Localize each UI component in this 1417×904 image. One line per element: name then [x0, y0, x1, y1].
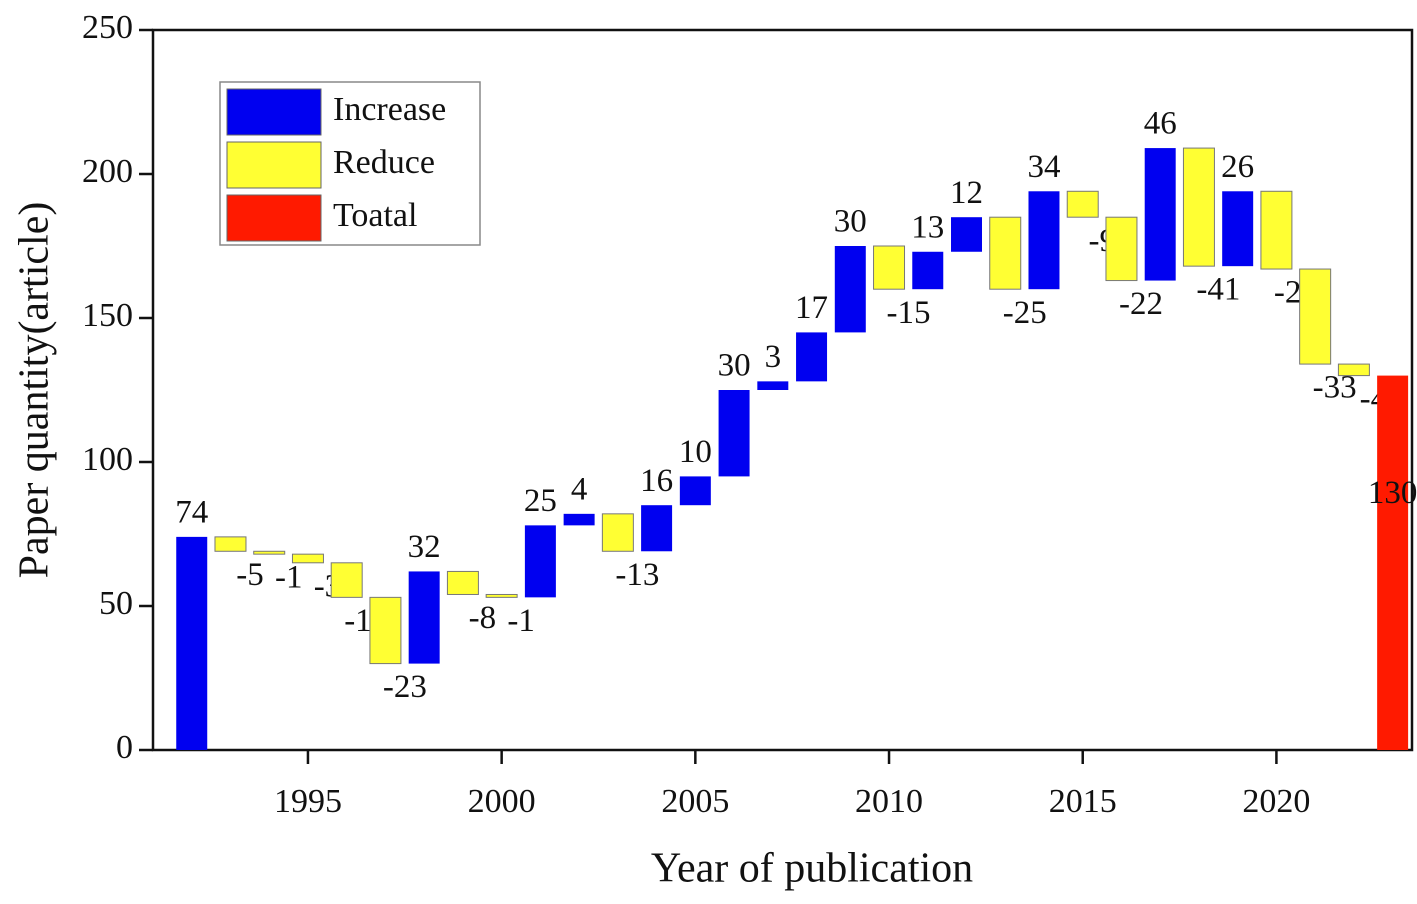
- bar: [601, 513, 634, 552]
- bar: [1299, 268, 1332, 365]
- value-label: 74: [175, 494, 208, 530]
- value-label: -8: [469, 600, 497, 636]
- value-label: -23: [383, 669, 427, 705]
- bar: [873, 245, 906, 290]
- bar: [718, 390, 750, 477]
- y-tick-label: 250: [82, 9, 133, 46]
- value-label: 130: [1368, 475, 1417, 511]
- plot-frame: [151, 28, 1414, 752]
- bar: [1105, 216, 1138, 282]
- bar: [1337, 363, 1370, 377]
- value-label: -13: [615, 557, 659, 593]
- bar: [1182, 147, 1215, 267]
- y-tick-label: 150: [82, 297, 133, 334]
- y-tick-label: 200: [82, 153, 133, 190]
- value-label: 30: [834, 204, 867, 240]
- bar: [1144, 148, 1176, 281]
- bar: [176, 536, 208, 750]
- value-label: 30: [718, 348, 751, 384]
- x-tick-label: 2015: [1049, 783, 1117, 820]
- bar: [912, 251, 944, 290]
- value-label: -41: [1196, 272, 1240, 308]
- value-label: 26: [1221, 149, 1254, 185]
- bar: [1222, 191, 1254, 267]
- legend-swatch: [226, 141, 322, 189]
- legend-swatch: [226, 194, 322, 242]
- value-label: -15: [887, 295, 931, 331]
- value-label: 13: [911, 209, 944, 245]
- bar: [796, 332, 828, 382]
- value-label: 34: [1027, 149, 1060, 185]
- value-label: -5: [236, 557, 264, 593]
- bar: [641, 505, 673, 552]
- y-tick-label: 0: [116, 729, 133, 766]
- value-label: 16: [640, 463, 673, 499]
- bar: [485, 593, 518, 598]
- x-tick-label: 2010: [855, 783, 923, 820]
- x-tick-label: 1995: [274, 783, 342, 820]
- value-label: 25: [524, 483, 557, 519]
- bar: [1066, 190, 1099, 218]
- bar: [214, 536, 247, 552]
- bar: [291, 553, 324, 564]
- legend: Increase Reduce Toatal: [219, 81, 481, 246]
- total-bar: [1377, 375, 1409, 750]
- bar: [757, 381, 789, 390]
- y-tick-label: 100: [82, 441, 133, 478]
- value-label: 4: [571, 471, 588, 507]
- bar: [524, 525, 556, 598]
- value-label: 17: [795, 290, 828, 326]
- x-tick-label: 2005: [661, 783, 729, 820]
- y-tick-label: 50: [99, 585, 133, 622]
- legend-label: Reduce: [333, 144, 435, 181]
- x-tick-label: 2020: [1242, 783, 1310, 820]
- legend-swatch: [226, 88, 322, 136]
- bar: [1028, 191, 1060, 290]
- bar: [834, 246, 866, 333]
- bar: [369, 596, 402, 665]
- y-axis-title: Paper quantity(article): [12, 202, 58, 579]
- value-label: -1: [275, 560, 303, 596]
- legend-label: Toatal: [333, 197, 417, 234]
- bar: [951, 217, 983, 252]
- x-tick-label: 2000: [468, 783, 536, 820]
- bar: [679, 476, 711, 506]
- value-label: -25: [1003, 295, 1047, 331]
- value-label: 3: [765, 339, 782, 375]
- value-label: -22: [1119, 286, 1163, 322]
- value-label: 46: [1144, 106, 1177, 142]
- value-label: 32: [408, 529, 441, 565]
- bar: [253, 550, 286, 555]
- bar: [1260, 190, 1293, 270]
- bar: [446, 570, 479, 595]
- legend-label: Increase: [333, 91, 446, 128]
- value-label: -1: [507, 603, 535, 639]
- bar: [563, 513, 595, 526]
- x-axis-title: Year of publication: [651, 846, 973, 892]
- bar: [330, 562, 363, 598]
- value-label: 10: [679, 434, 712, 470]
- bar: [989, 216, 1022, 290]
- value-label: 12: [950, 175, 983, 211]
- bar: [408, 571, 440, 664]
